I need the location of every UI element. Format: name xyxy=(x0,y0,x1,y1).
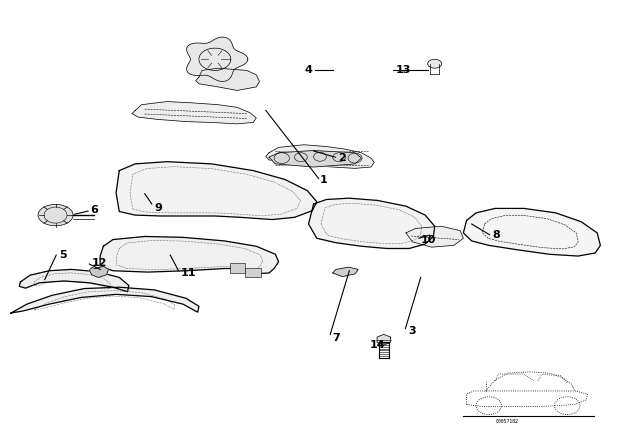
Text: 8: 8 xyxy=(492,230,500,240)
Text: 5: 5 xyxy=(59,250,67,260)
Text: 7: 7 xyxy=(333,333,340,343)
Bar xyxy=(230,263,246,273)
Polygon shape xyxy=(132,102,256,124)
Text: 14: 14 xyxy=(370,340,385,350)
Polygon shape xyxy=(333,267,358,276)
Text: 10: 10 xyxy=(420,236,436,246)
Text: 1: 1 xyxy=(320,175,328,185)
Ellipse shape xyxy=(38,204,73,226)
Text: 2: 2 xyxy=(338,153,346,163)
Polygon shape xyxy=(19,269,129,292)
Text: 12: 12 xyxy=(92,258,108,268)
Text: 3: 3 xyxy=(408,326,415,336)
Polygon shape xyxy=(406,226,463,247)
Polygon shape xyxy=(377,334,390,345)
Ellipse shape xyxy=(428,59,442,68)
Polygon shape xyxy=(308,198,435,249)
Polygon shape xyxy=(463,208,600,256)
Polygon shape xyxy=(116,162,317,220)
Text: 13: 13 xyxy=(395,65,411,75)
Text: 00057182: 00057182 xyxy=(495,419,518,424)
Polygon shape xyxy=(90,266,108,277)
Polygon shape xyxy=(269,151,362,167)
Text: 4: 4 xyxy=(305,65,312,75)
Text: 9: 9 xyxy=(154,203,162,213)
Polygon shape xyxy=(11,287,199,313)
Polygon shape xyxy=(266,145,374,168)
Text: 6: 6 xyxy=(91,205,99,215)
Text: 11: 11 xyxy=(181,268,196,278)
Polygon shape xyxy=(100,237,278,274)
Polygon shape xyxy=(187,37,248,82)
Bar xyxy=(246,267,261,277)
Polygon shape xyxy=(196,68,259,90)
